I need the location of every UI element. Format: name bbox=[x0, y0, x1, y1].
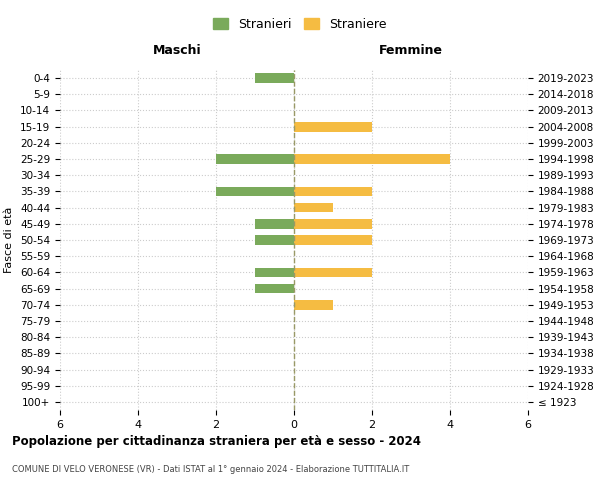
Text: Femmine: Femmine bbox=[379, 44, 443, 57]
Bar bbox=[294, 268, 372, 277]
Bar bbox=[255, 219, 294, 228]
Text: Popolazione per cittadinanza straniera per età e sesso - 2024: Popolazione per cittadinanza straniera p… bbox=[12, 435, 421, 448]
Bar bbox=[294, 154, 450, 164]
Bar bbox=[255, 284, 294, 294]
Bar bbox=[294, 219, 372, 228]
Bar bbox=[216, 186, 294, 196]
Legend: Stranieri, Straniere: Stranieri, Straniere bbox=[209, 14, 391, 34]
Bar bbox=[294, 235, 372, 245]
Bar bbox=[294, 300, 333, 310]
Bar bbox=[255, 235, 294, 245]
Text: COMUNE DI VELO VERONESE (VR) - Dati ISTAT al 1° gennaio 2024 - Elaborazione TUTT: COMUNE DI VELO VERONESE (VR) - Dati ISTA… bbox=[12, 465, 409, 474]
Bar bbox=[255, 73, 294, 83]
Text: Maschi: Maschi bbox=[152, 44, 202, 57]
Bar bbox=[255, 268, 294, 277]
Y-axis label: Fasce di età: Fasce di età bbox=[4, 207, 14, 273]
Bar bbox=[294, 122, 372, 132]
Bar bbox=[294, 203, 333, 212]
Bar bbox=[294, 186, 372, 196]
Bar bbox=[216, 154, 294, 164]
